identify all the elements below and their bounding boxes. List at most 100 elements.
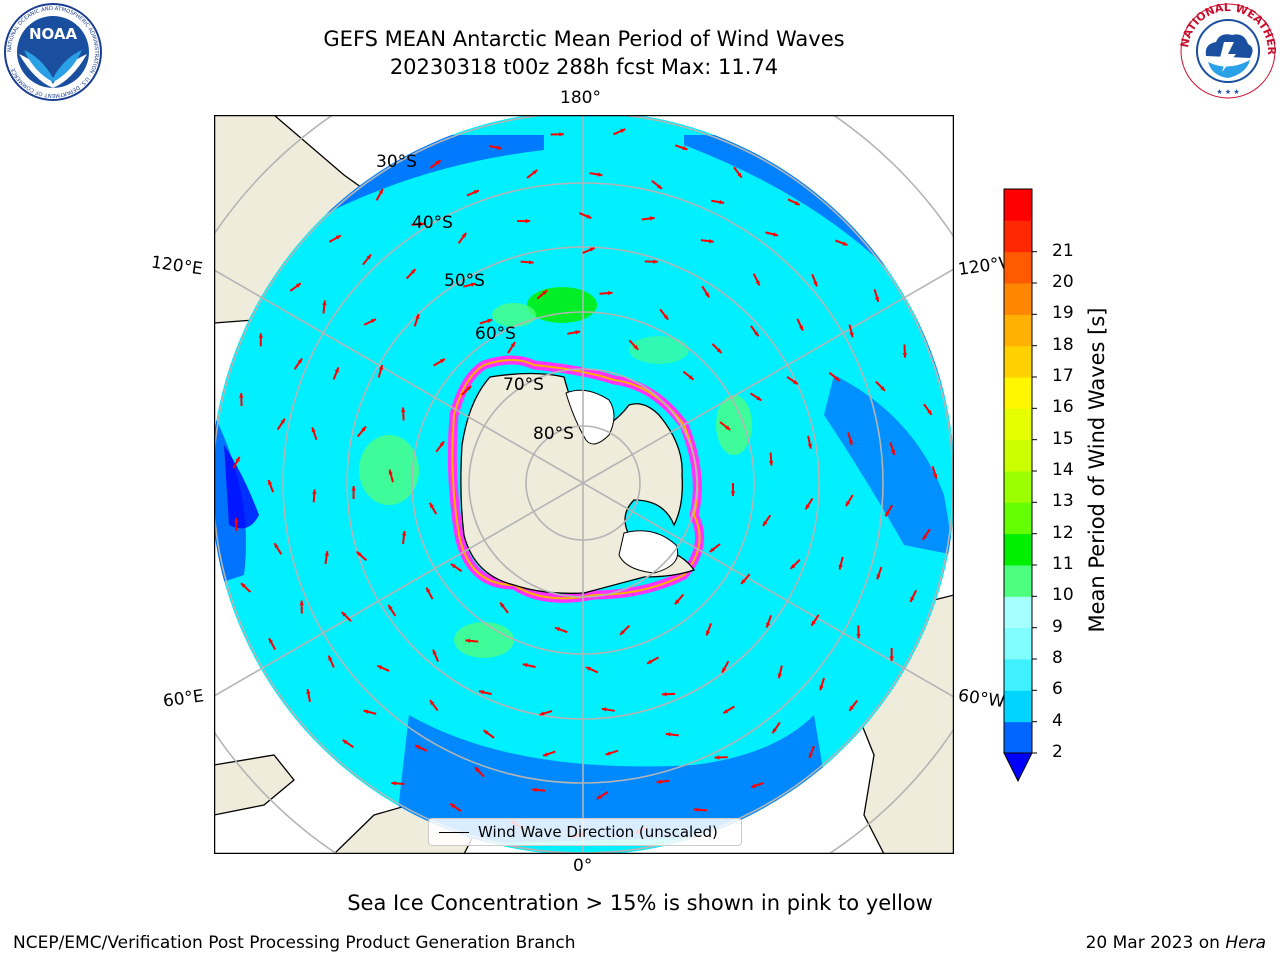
wave-arrow-head bbox=[401, 407, 406, 413]
lat-label-70s: 70°S bbox=[503, 375, 544, 395]
colorbar-band bbox=[1004, 627, 1032, 660]
wave-arrow-head bbox=[663, 314, 669, 320]
wave-arrow-head bbox=[768, 460, 774, 466]
wave-arrow-head bbox=[722, 667, 727, 673]
colorbar-band bbox=[1004, 721, 1032, 754]
wave-direction-arrows bbox=[232, 128, 938, 839]
colorbar-band bbox=[1004, 659, 1032, 691]
wave-arrow-head bbox=[461, 232, 467, 238]
wave-arrow-head bbox=[772, 728, 777, 734]
colorbar-tick-label: 12 bbox=[1052, 522, 1074, 543]
legend-line-sample bbox=[439, 832, 469, 833]
colorbar bbox=[1003, 188, 1037, 783]
wave-arrow-head bbox=[532, 787, 537, 793]
wave-arrow-head bbox=[258, 333, 264, 338]
wave-arrow-head bbox=[555, 627, 561, 632]
wave-arrow-head bbox=[811, 620, 816, 626]
wave-arrow-head bbox=[239, 393, 244, 398]
wave-arrow-head bbox=[324, 551, 329, 556]
wave-arrow-head bbox=[649, 216, 655, 221]
wave-arrow-head bbox=[240, 583, 246, 588]
wave-arrow-head bbox=[532, 169, 538, 175]
wave-arrow-head bbox=[410, 269, 416, 274]
colorbar-tick-label: 6 bbox=[1052, 679, 1063, 700]
wave-arrow-head bbox=[755, 280, 760, 286]
lon-label-60w: 60°W bbox=[956, 685, 1007, 713]
lat-label-80s: 80°S bbox=[533, 424, 574, 444]
wave-arrow-head bbox=[885, 511, 890, 517]
wave-arrow-head bbox=[819, 685, 824, 691]
colorbar-tick-label: 9 bbox=[1052, 616, 1063, 637]
wave-arrow-head bbox=[575, 330, 581, 335]
wave-arrow-head bbox=[542, 290, 548, 295]
wave-arrow-head bbox=[706, 630, 711, 636]
wave-arrow-head bbox=[500, 602, 505, 608]
wave-arrow-head bbox=[596, 794, 602, 800]
wave-arrow-head bbox=[334, 367, 339, 373]
wave-arrow-head bbox=[846, 501, 851, 507]
colorbar-band bbox=[1004, 220, 1032, 253]
wave-arrow-head bbox=[601, 707, 607, 712]
wave-arrow-head bbox=[889, 656, 894, 662]
wave-arrow-head bbox=[234, 517, 239, 523]
wave-arrow-head bbox=[487, 318, 493, 324]
wave-arrow-head bbox=[391, 781, 396, 786]
wave-arrow-head bbox=[328, 655, 333, 661]
colorbar-band bbox=[1004, 471, 1032, 503]
wave-arrow-head bbox=[525, 218, 531, 224]
colorbar-band bbox=[1004, 251, 1032, 284]
wave-arrow-head bbox=[528, 260, 534, 265]
footer-date: 20 Mar 2023 on Hera bbox=[1085, 933, 1266, 953]
wave-arrow-head bbox=[366, 254, 372, 260]
lat-label-30s: 30°S bbox=[376, 152, 417, 172]
lon-label-60e: 60°E bbox=[161, 686, 206, 712]
wave-arrow-head bbox=[432, 649, 437, 655]
wave-arrow-head bbox=[539, 711, 545, 716]
wave-arrow-head bbox=[856, 633, 861, 639]
colorbar-tick-label: 21 bbox=[1052, 240, 1074, 261]
wave-arrow-head bbox=[388, 604, 393, 610]
colorbar-tick-label: 4 bbox=[1052, 710, 1063, 731]
wave-arrow-head bbox=[299, 600, 304, 606]
wave-arrow-head bbox=[280, 418, 285, 424]
wave-arrow-head bbox=[378, 189, 383, 195]
wave-arrow-head bbox=[363, 709, 369, 714]
wave-arrow-head bbox=[322, 300, 327, 306]
colorbar-band bbox=[1004, 283, 1032, 315]
nws-logo: NATIONAL WEATHER SERVICE ★ ★ ★ bbox=[1178, 2, 1278, 99]
wave-arrow-head bbox=[429, 502, 434, 508]
colorbar-under-extension bbox=[1003, 752, 1033, 783]
wave-arrow-head bbox=[586, 214, 592, 219]
wave-arrow-head bbox=[799, 325, 803, 331]
wave-arrow-head bbox=[808, 753, 813, 759]
chart-title: GEFS MEAN Antarctic Mean Period of Wind … bbox=[323, 27, 845, 51]
colorbar-band bbox=[1004, 596, 1032, 629]
wave-arrow-head bbox=[620, 630, 625, 635]
ross-ice-shelf bbox=[565, 389, 615, 445]
wave-arrow-head bbox=[439, 441, 445, 447]
wave-arrow-head bbox=[415, 313, 420, 319]
wave-arrow-head bbox=[790, 564, 796, 569]
map-legend: Wind Wave Direction (unscaled) bbox=[428, 818, 742, 846]
colorbar-tick-label: 14 bbox=[1052, 460, 1074, 480]
wave-arrow-head bbox=[351, 486, 356, 491]
wave-arrow-head bbox=[693, 807, 699, 812]
colorbar-tick-label: 11 bbox=[1052, 554, 1074, 574]
lon-label-180: 180° bbox=[560, 88, 601, 108]
colorbar-tick-label: 8 bbox=[1052, 648, 1063, 668]
wave-arrow-head bbox=[633, 345, 639, 350]
wave-arrow-head bbox=[714, 755, 720, 760]
colorbar-band bbox=[1004, 439, 1032, 472]
colorbar-band bbox=[1004, 189, 1032, 221]
wave-arrow-head bbox=[665, 732, 671, 737]
colorbar-band bbox=[1004, 314, 1032, 347]
wave-arrow-head bbox=[401, 530, 407, 536]
wave-arrow-head bbox=[725, 425, 731, 431]
colorbar-tick-label: 10 bbox=[1052, 585, 1074, 606]
wave-arrow-head bbox=[419, 221, 425, 227]
wave-arrow-head bbox=[792, 379, 798, 385]
colorbar-tick-label: 17 bbox=[1052, 366, 1074, 386]
legend-label: Wind Wave Direction (unscaled) bbox=[478, 823, 718, 841]
wave-arrow-head bbox=[763, 520, 768, 526]
wave-arrow-head bbox=[849, 332, 854, 338]
